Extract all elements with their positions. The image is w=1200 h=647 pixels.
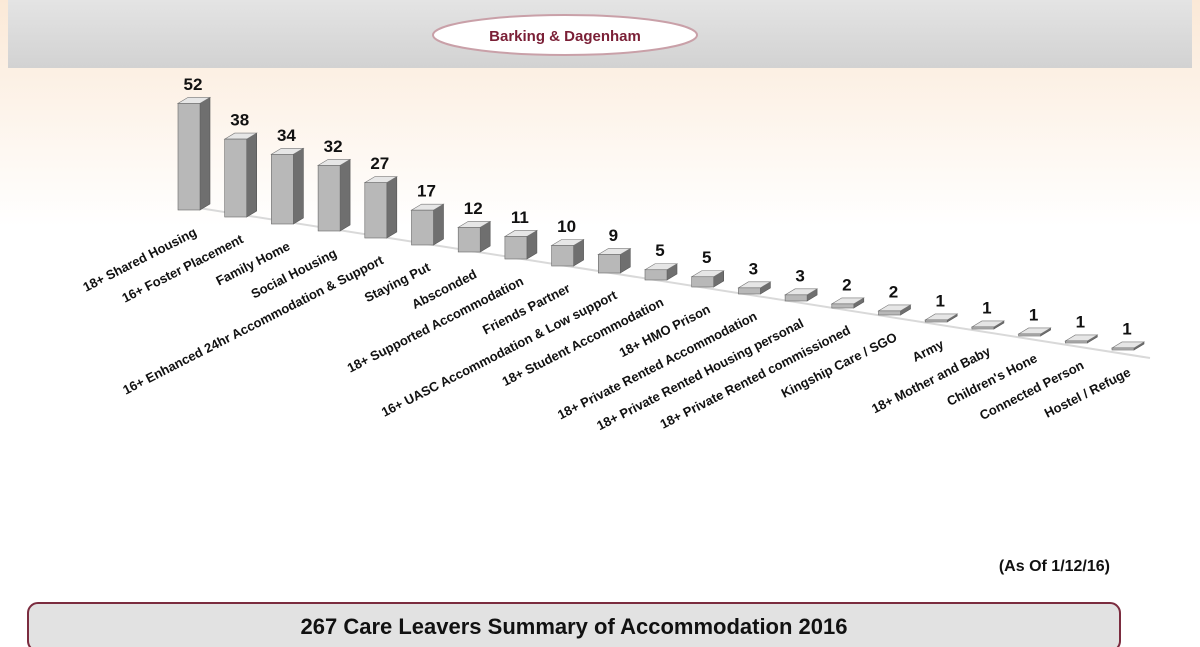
bar (317, 165, 341, 232)
bar-side (246, 132, 258, 218)
bar (411, 209, 434, 246)
bar (644, 269, 668, 281)
data-label: 5 (655, 241, 664, 260)
data-label: 38 (230, 111, 249, 130)
logo-text: Barking & Dagenham (489, 28, 641, 45)
chart-title: 267 Care Leavers Summary of Accommodatio… (301, 614, 848, 639)
bar (784, 294, 808, 302)
data-label: 32 (324, 137, 343, 156)
data-label: 34 (277, 126, 296, 145)
bar (177, 103, 201, 211)
title-box (27, 602, 1121, 647)
bar (504, 236, 528, 260)
bar (1111, 347, 1135, 351)
bar (878, 310, 901, 316)
bar (971, 326, 995, 330)
data-label: 12 (464, 199, 483, 218)
data-label: 1 (1122, 319, 1131, 338)
annotation: (As Of 1/12/16) (999, 558, 1110, 575)
bar (271, 154, 294, 225)
data-label: 2 (842, 275, 851, 294)
data-label: 1 (982, 298, 991, 317)
data-label: 5 (702, 248, 711, 267)
data-label: 11 (511, 208, 529, 227)
data-label: 10 (557, 217, 576, 236)
bar (738, 287, 761, 295)
bar-side (433, 203, 444, 246)
data-label: 1 (1076, 312, 1085, 331)
bar (597, 254, 621, 274)
bar-side (386, 176, 398, 239)
bar (457, 227, 481, 253)
bar-side (339, 158, 351, 232)
bar-side (199, 96, 211, 211)
logo-badge (432, 14, 698, 56)
floor-line (179, 204, 1151, 359)
data-label: 17 (417, 182, 436, 201)
bar (224, 138, 247, 218)
data-label: 52 (184, 75, 203, 94)
data-label: 3 (795, 266, 804, 285)
data-label: 1 (1029, 305, 1038, 324)
bar (924, 319, 948, 323)
bar (691, 276, 715, 288)
bar (1018, 333, 1041, 337)
bar (364, 182, 388, 239)
bar (831, 303, 855, 309)
bar (551, 245, 574, 267)
data-label: 3 (749, 259, 758, 278)
data-label: 2 (889, 282, 898, 301)
data-label: 27 (370, 154, 389, 173)
data-label: 9 (609, 226, 618, 245)
bar-side (293, 147, 304, 225)
data-label: 1 (935, 291, 944, 310)
bar (1065, 340, 1088, 344)
